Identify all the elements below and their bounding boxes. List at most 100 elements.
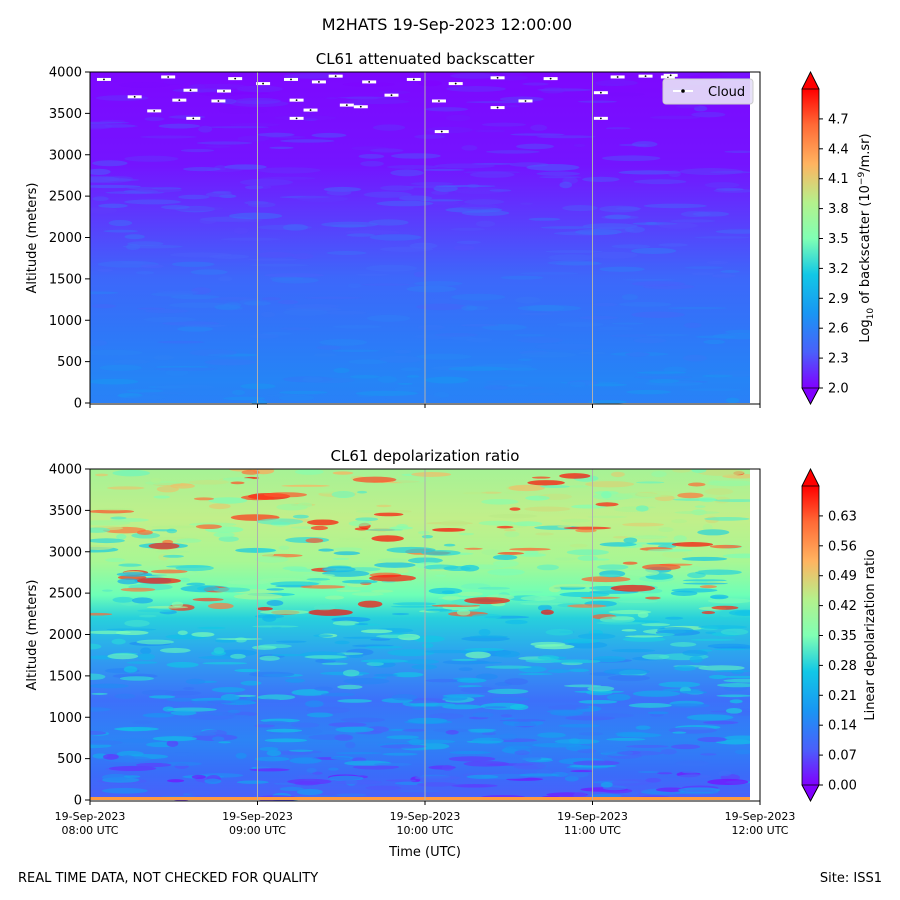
texture-streak <box>400 367 422 372</box>
texture-streak <box>577 100 618 103</box>
texture-streak <box>177 326 214 332</box>
texture-streak <box>467 728 497 732</box>
texture-streak <box>196 586 220 591</box>
texture-streak <box>90 707 112 712</box>
texture-streak <box>379 246 434 252</box>
texture-streak <box>504 491 525 494</box>
texture-streak <box>417 324 445 331</box>
texture-streak <box>379 185 414 191</box>
texture-streak <box>216 649 257 657</box>
texture-streak <box>586 515 628 519</box>
texture-streak <box>723 678 760 683</box>
texture-streak <box>241 469 260 475</box>
texture-streak <box>579 315 619 320</box>
cloud-marker-dot <box>167 76 170 78</box>
texture-streak <box>706 260 728 265</box>
texture-streak <box>254 724 275 728</box>
texture-streak <box>250 263 309 267</box>
texture-streak <box>467 184 480 188</box>
texture-streak <box>146 605 189 609</box>
texture-streak <box>192 597 224 602</box>
texture-streak <box>197 626 226 630</box>
texture-streak <box>475 220 496 228</box>
depolarization-colorbar-label: Linear depolarization ratio <box>863 549 878 720</box>
texture-streak <box>259 176 316 180</box>
texture-streak <box>618 301 672 307</box>
texture-streak <box>443 543 456 547</box>
cloud-marker-dot <box>438 100 440 102</box>
texture-streak <box>97 268 113 272</box>
texture-streak <box>471 613 502 619</box>
texture-streak <box>229 212 283 220</box>
texture-streak <box>416 353 472 360</box>
texture-streak <box>332 557 350 560</box>
texture-streak <box>395 568 409 574</box>
texture-streak <box>222 477 253 481</box>
texture-streak <box>229 122 280 127</box>
texture-streak <box>213 587 251 593</box>
texture-streak <box>374 762 412 766</box>
texture-streak <box>144 308 189 314</box>
texture-streak <box>126 661 158 664</box>
texture-streak <box>720 791 754 794</box>
texture-streak <box>504 745 533 749</box>
texture-streak <box>622 522 665 527</box>
texture-streak <box>292 514 309 519</box>
texture-streak <box>703 720 739 725</box>
texture-streak <box>278 390 328 395</box>
texture-streak <box>357 600 383 608</box>
texture-streak <box>618 170 681 175</box>
texture-streak <box>698 665 745 671</box>
texture-streak <box>294 469 324 475</box>
texture-streak <box>208 497 248 504</box>
cloud-marker-dot <box>359 105 362 108</box>
texture-streak <box>134 187 183 193</box>
cloud-marker-dot <box>318 81 320 83</box>
texture-streak <box>582 223 638 230</box>
texture-streak <box>621 293 639 301</box>
x-tick-label-time: 09:00 UTC <box>229 824 286 837</box>
texture-streak <box>343 678 390 685</box>
texture-streak <box>606 693 631 701</box>
texture-streak <box>459 203 499 210</box>
texture-streak <box>120 587 156 592</box>
texture-streak <box>682 649 708 657</box>
texture-streak <box>91 303 117 309</box>
texture-streak <box>428 200 460 206</box>
texture-streak <box>354 527 369 531</box>
cloud-marker-dot <box>262 82 264 85</box>
texture-streak <box>319 339 368 346</box>
texture-streak <box>90 378 139 385</box>
texture-streak <box>607 674 651 682</box>
texture-streak <box>481 498 519 505</box>
texture-streak <box>445 114 471 122</box>
texture-streak <box>114 727 159 731</box>
cloud-marker-dot <box>192 117 195 120</box>
texture-streak <box>255 251 295 258</box>
texture-streak <box>669 219 716 223</box>
texture-streak <box>670 642 697 647</box>
texture-streak <box>213 532 235 538</box>
texture-streak <box>710 596 726 599</box>
texture-streak <box>90 643 102 650</box>
texture-streak <box>263 492 308 498</box>
texture-streak <box>527 480 565 486</box>
texture-streak <box>175 565 214 572</box>
texture-streak <box>313 353 337 357</box>
texture-streak <box>125 395 167 400</box>
texture-streak <box>520 351 577 358</box>
texture-streak <box>90 673 106 681</box>
texture-streak <box>718 610 733 617</box>
cloud-marker-dot <box>412 78 415 81</box>
texture-streak <box>519 202 534 205</box>
texture-streak <box>337 684 363 690</box>
texture-streak <box>500 275 544 280</box>
texture-streak <box>331 349 380 353</box>
colorbar-tick-label: 3.8 <box>828 202 849 217</box>
texture-streak <box>351 592 384 596</box>
texture-streak <box>340 717 386 723</box>
texture-streak <box>92 160 128 167</box>
texture-streak <box>460 686 497 694</box>
texture-streak <box>569 381 586 387</box>
texture-streak <box>481 122 527 127</box>
